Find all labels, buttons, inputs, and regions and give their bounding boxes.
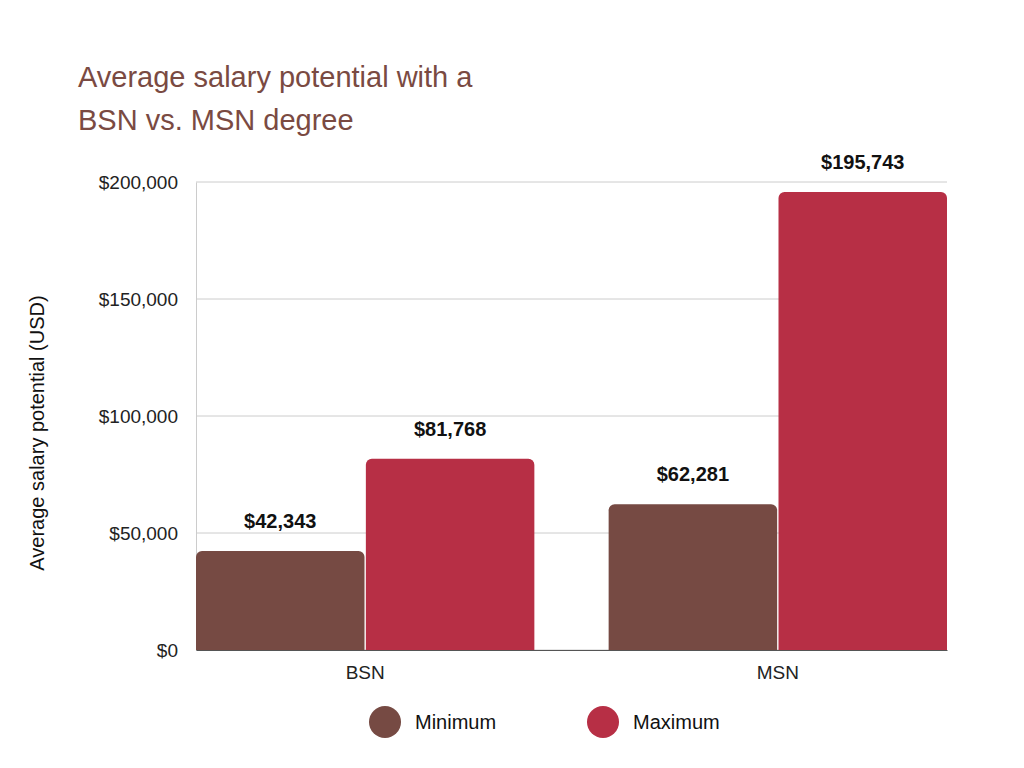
legend-label: Maximum (633, 711, 720, 733)
legend-marker (369, 706, 401, 738)
y-tick: $50,000 (109, 523, 196, 544)
y-axis: $0 $50,000 $100,000 $150,000 $200,000 (99, 172, 197, 661)
x-axis: BSN MSN (197, 650, 948, 683)
y-tick-label: $200,000 (99, 172, 178, 193)
data-label: $62,281 (657, 463, 729, 485)
data-label: $42,343 (244, 510, 316, 532)
y-tick-label: $100,000 (99, 406, 178, 427)
x-tick: BSN (346, 650, 385, 683)
grid-line (196, 182, 947, 183)
legend: Minimum Maximum (369, 706, 720, 738)
data-label: $81,768 (414, 418, 486, 440)
y-tick-label: $0 (157, 640, 178, 661)
legend-marker (587, 706, 619, 738)
bar (196, 551, 365, 650)
legend-label: Minimum (415, 711, 496, 733)
y-tick: $150,000 (99, 289, 196, 310)
bar (366, 459, 535, 650)
bar (778, 192, 947, 650)
y-tick: $100,000 (99, 406, 196, 427)
x-tick-label: MSN (757, 662, 799, 683)
x-axis-line (197, 650, 948, 651)
y-tick: $0 (157, 640, 196, 661)
bars (196, 192, 947, 650)
x-tick-label: BSN (346, 662, 385, 683)
data-labels: $42,343 $62,281 $81,768 $195,743 (244, 151, 904, 532)
y-axis-title: Average salary potential (USD) (26, 295, 48, 570)
y-tick: $200,000 (99, 172, 196, 193)
y-tick-label: $50,000 (109, 523, 178, 544)
bar (609, 504, 778, 650)
title: Average salary potential with aBSN vs. M… (78, 61, 473, 136)
data-label: $195,743 (821, 151, 904, 173)
x-tick: MSN (757, 650, 799, 683)
y-tick-label: $150,000 (99, 289, 178, 310)
chart: Average salary potential with aBSN vs. M… (0, 0, 1024, 768)
